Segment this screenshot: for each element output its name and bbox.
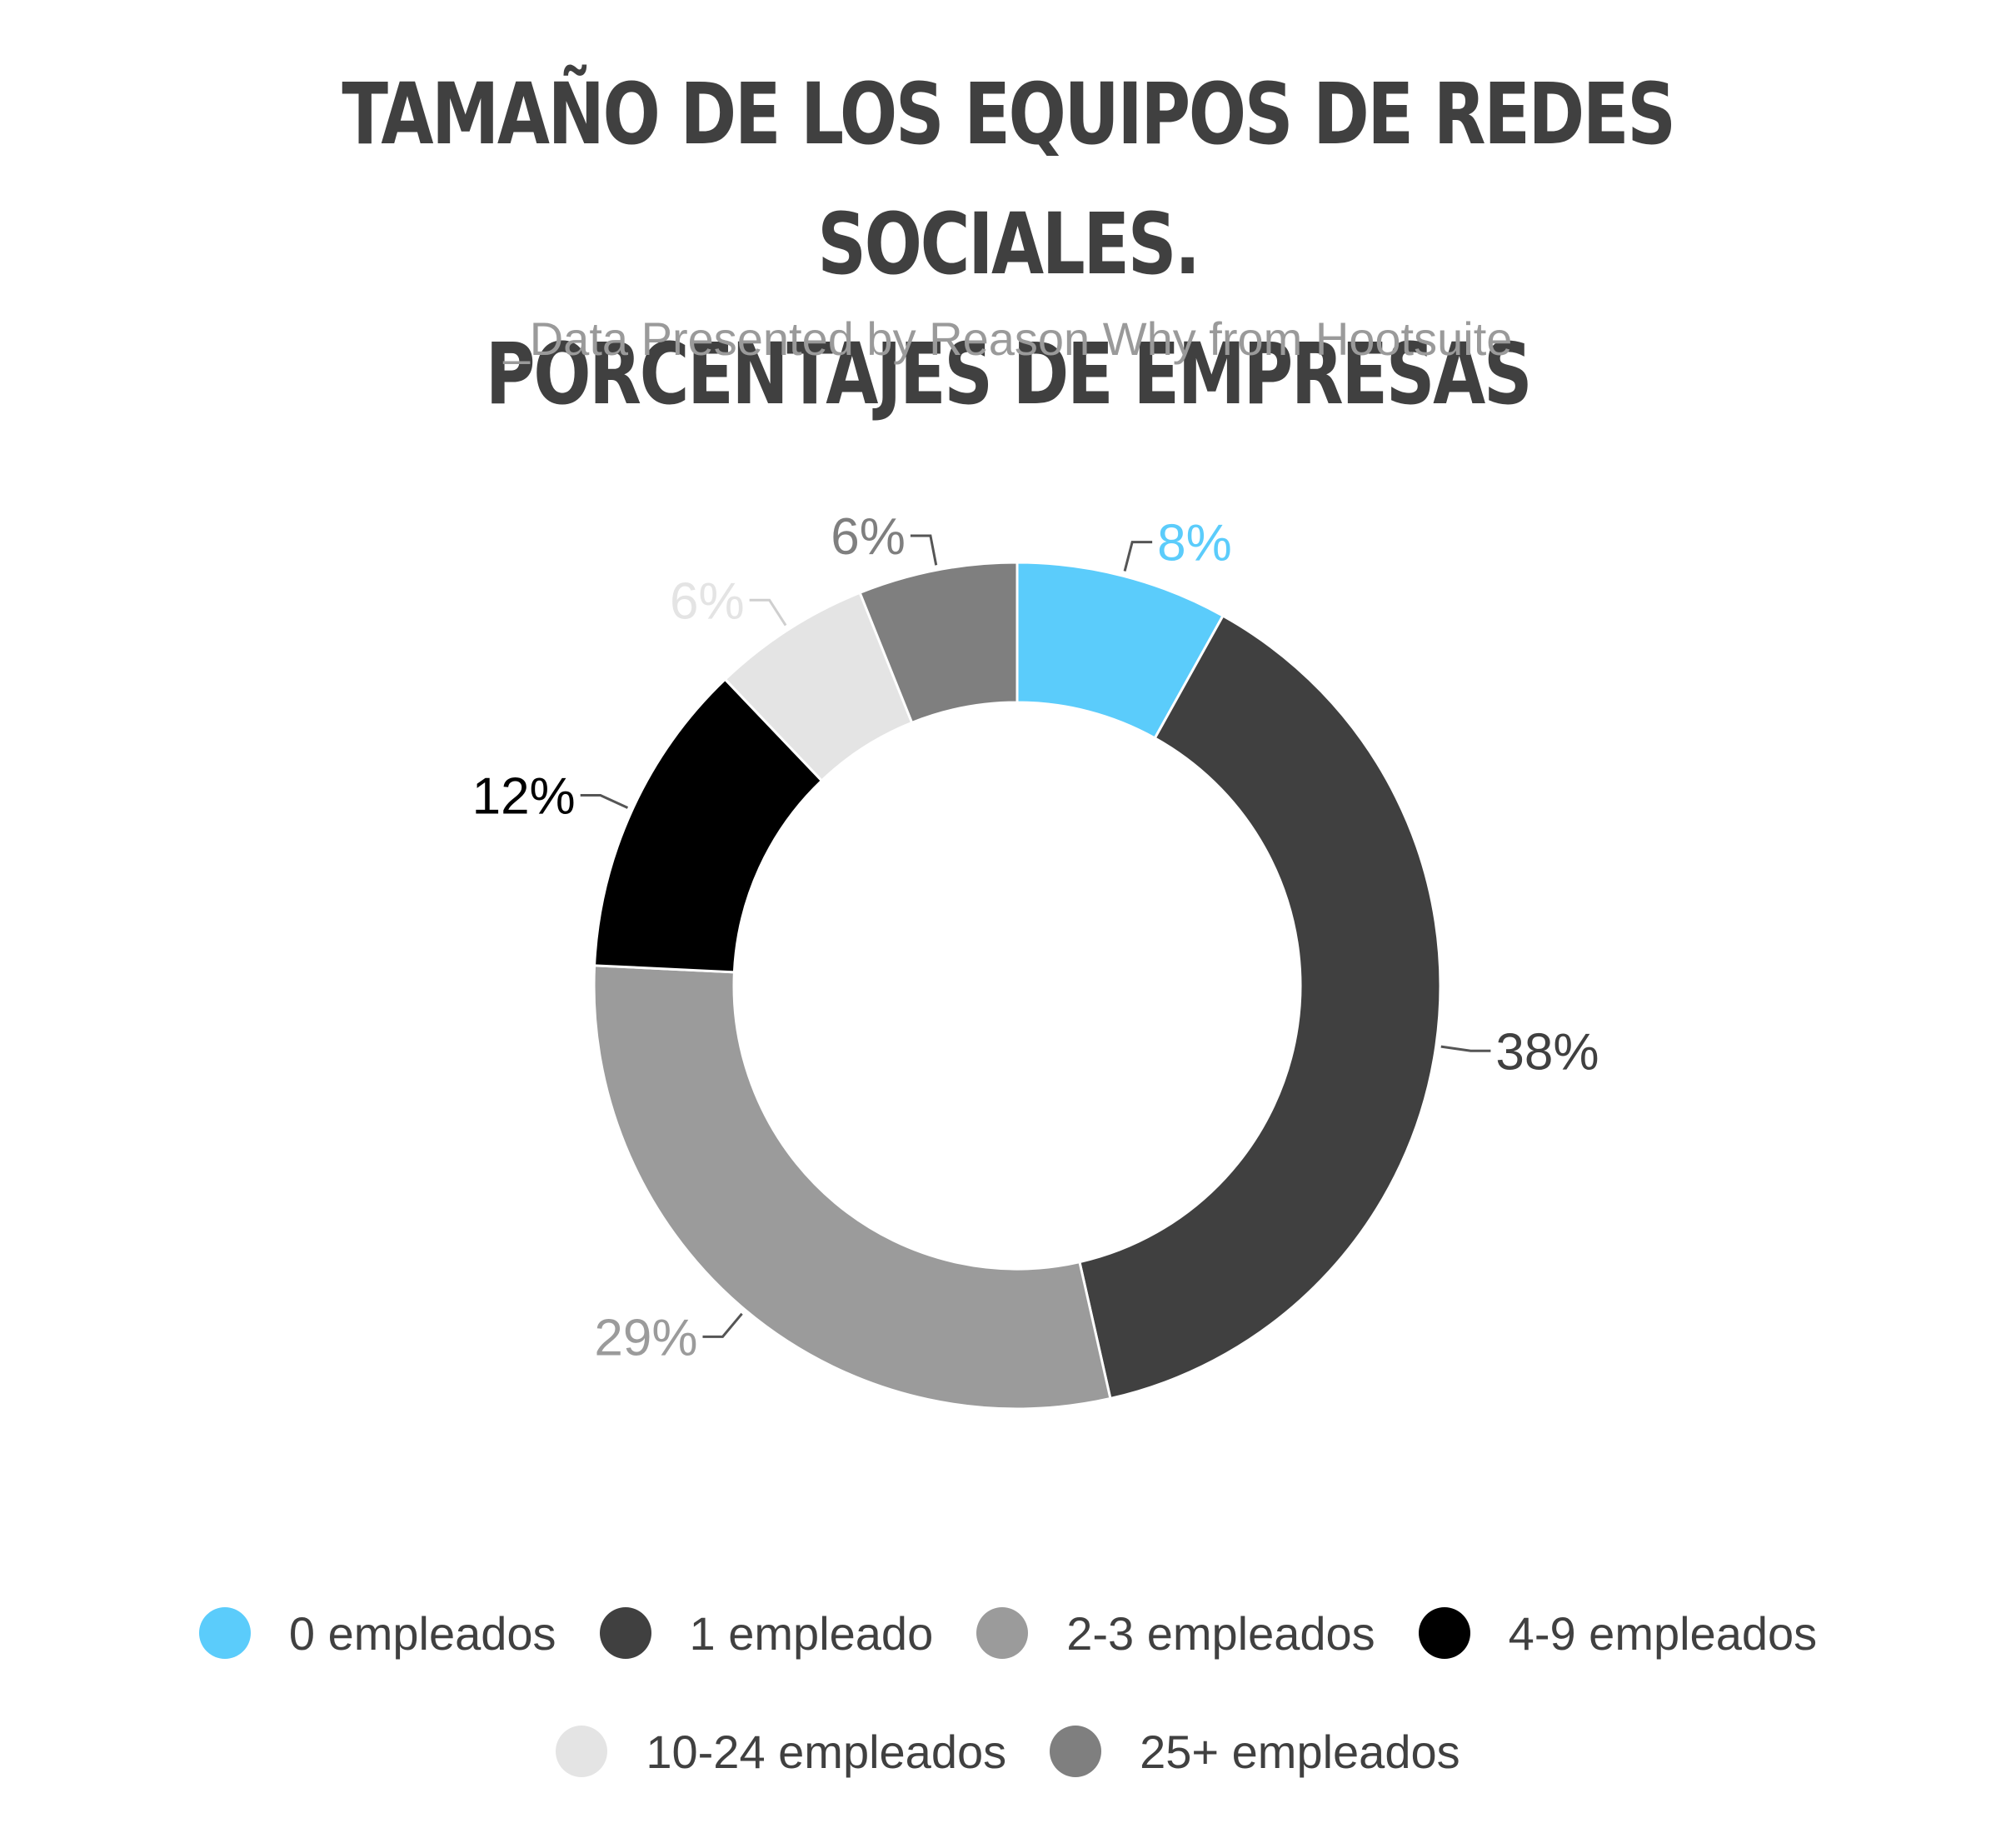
chart-title-line-2: PORCENTAJES DE EMPRESAS [485, 325, 1533, 424]
leader-line-4-9-empleados [580, 794, 629, 809]
chart-legend: 0 empleados 1 empleado 2-3 empleados 4-9… [0, 1591, 2016, 1828]
data-label-10-24-empleados: 6% [670, 572, 745, 630]
legend-item-1-empleado: 1 empleado [599, 1606, 934, 1661]
donut-slice-1-empleado [1078, 614, 1442, 1401]
donut-slice-2-3-empleados [592, 964, 1112, 1411]
legend-item-4-9-empleados: 4-9 empleados [1418, 1606, 1818, 1661]
data-label-25-plus-empleados: 6% [831, 508, 906, 566]
legend-swatch-4-9-empleados [1418, 1607, 1470, 1659]
legend-item-2-3-empleados: 2-3 empleados [976, 1606, 1375, 1661]
legend-swatch-10-24-empleados [556, 1726, 608, 1777]
legend-label-1-empleado: 1 empleado [689, 1606, 934, 1660]
legend-swatch-2-3-empleados [976, 1607, 1029, 1659]
chart-title: TAMAÑO DE LOS EQUIPOS DE REDES SOCIALES.… [202, 50, 1814, 440]
legend-label-25-plus-empleados: 25+ empleados [1140, 1725, 1460, 1778]
leader-line-0-empleados [1123, 541, 1153, 572]
legend-label-2-3-empleados: 2-3 empleados [1066, 1606, 1375, 1660]
legend-row-1: 0 empleados 1 empleado 2-3 empleados 4-9… [0, 1591, 2016, 1675]
data-label-2-3-empleados: 29% [594, 1309, 697, 1366]
legend-swatch-25-plus-empleados [1050, 1726, 1102, 1777]
legend-row-2: 10-24 empleados 25+ empleados [0, 1710, 2016, 1793]
data-label-0-empleados: 8% [1157, 515, 1232, 572]
leader-line-1-empleado [1440, 1045, 1491, 1052]
leader-line-2-3-empleados [702, 1312, 743, 1338]
legend-swatch-1-empleado [599, 1607, 651, 1659]
leader-line-10-24-empleados [749, 598, 787, 627]
data-label-1-empleado: 38% [1495, 1023, 1599, 1081]
chart-subtitle: _Data Presented by Reason Why from Hoots… [503, 312, 1513, 365]
legend-item-10-24-empleados: 10-24 empleados [556, 1725, 1006, 1779]
legend-label-10-24-empleados: 10-24 empleados [646, 1725, 1007, 1778]
legend-label-0-empleados: 0 empleados [288, 1606, 556, 1660]
legend-item-25-plus-empleados: 25+ empleados [1050, 1725, 1460, 1779]
legend-item-0-empleados: 0 empleados [198, 1606, 556, 1661]
data-label-4-9-empleados: 12% [472, 768, 576, 826]
leader-line-25-plus-empleados [910, 534, 938, 566]
legend-swatch-0-empleados [198, 1607, 251, 1659]
chart-title-line-1: TAMAÑO DE LOS EQUIPOS DE REDES SOCIALES. [342, 65, 1676, 294]
donut-slice-25-plus-empleados [858, 561, 1019, 725]
legend-label-4-9-empleados: 4-9 empleados [1508, 1606, 1818, 1660]
